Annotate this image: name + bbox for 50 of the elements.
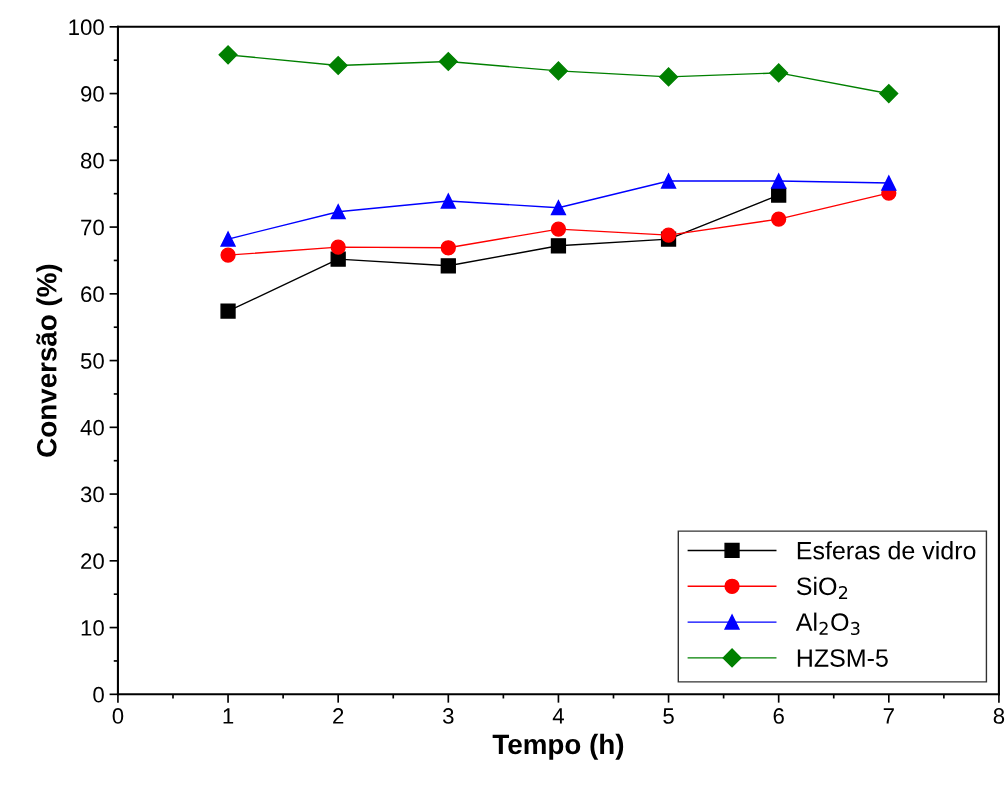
x-tick-label: 5 — [663, 708, 674, 724]
y-tick-label: 30 — [80, 486, 104, 503]
point — [440, 258, 456, 274]
point — [440, 193, 456, 209]
y-tick-label: 20 — [81, 553, 104, 570]
point — [550, 200, 567, 216]
point — [220, 247, 236, 263]
legend-label: Al$_{2}$O$_{3}$ — [795, 612, 860, 636]
y-tick-label: 40 — [80, 419, 104, 436]
point — [440, 240, 456, 256]
y-tick-label: 70 — [81, 219, 104, 236]
point — [660, 173, 677, 189]
point — [220, 303, 236, 319]
point — [881, 175, 897, 191]
x-tick-label: 4 — [552, 708, 564, 724]
y-tick-label: 60 — [81, 286, 104, 303]
x-tick-label: 2 — [333, 708, 344, 724]
point — [550, 221, 567, 237]
point — [218, 45, 238, 65]
x-tick-label: 0 — [112, 708, 124, 724]
point — [330, 239, 346, 255]
point — [438, 52, 458, 72]
point — [660, 227, 677, 243]
x-tick-label: 7 — [883, 708, 894, 724]
point — [548, 61, 568, 81]
point — [328, 56, 348, 76]
point — [769, 63, 789, 83]
legend-label: Esferas de vidro — [797, 541, 976, 560]
point — [771, 173, 787, 189]
point — [771, 211, 787, 227]
point — [220, 231, 236, 247]
y-tick-label: 80 — [80, 152, 104, 169]
x-axis-title: Tempo (h) — [492, 733, 624, 760]
x-tick-label: 1 — [223, 708, 234, 724]
point — [879, 84, 899, 104]
y-tick-label: 50 — [80, 353, 104, 369]
y-tick-label: 100 — [69, 19, 104, 36]
point — [550, 238, 567, 254]
y-tick-label: 90 — [81, 86, 104, 102]
x-tick-label: 8 — [993, 708, 1005, 724]
point — [771, 187, 787, 203]
y-tick-label: 10 — [81, 620, 104, 636]
point — [659, 67, 679, 87]
legend-label: HZSM-5 — [797, 649, 888, 667]
legend-label: SiO$_{2}$ — [796, 576, 848, 599]
y-axis-title: Conversão (%) — [36, 264, 63, 457]
y-tick-label: 0 — [93, 686, 104, 703]
x-tick-label: 3 — [442, 708, 454, 724]
x-tick-label: 6 — [773, 708, 784, 724]
point — [330, 204, 346, 220]
